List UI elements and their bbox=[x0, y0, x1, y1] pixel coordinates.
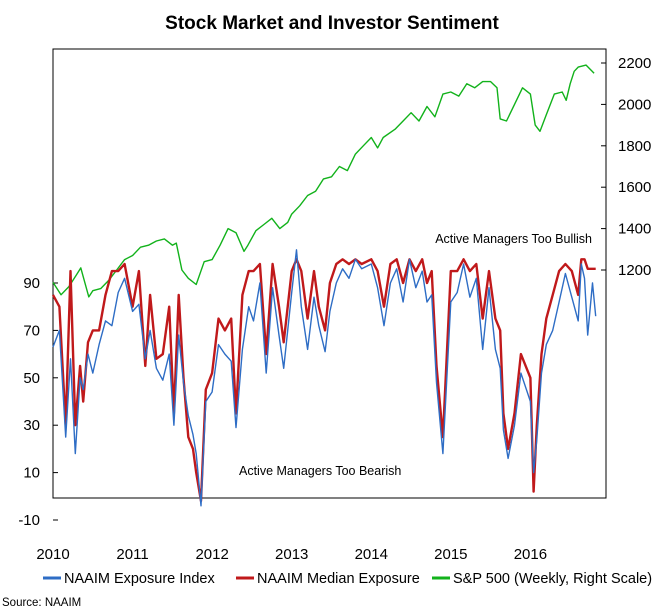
left-axis-ticks: 90 70 50 30 10 -10 bbox=[18, 275, 58, 529]
right-axis-ticks: 2200 2000 1800 1600 1400 1200 bbox=[601, 55, 651, 279]
x-tick-label: 2015 bbox=[434, 546, 467, 563]
series-line-sp500 bbox=[52, 64, 595, 298]
x-tick-label: 2013 bbox=[275, 546, 308, 563]
plot-area bbox=[52, 48, 607, 499]
x-tick-label: 2011 bbox=[116, 546, 148, 563]
right-tick-label: 1200 bbox=[618, 262, 651, 279]
legend-item-exposure-index: NAAIM Exposure Index bbox=[43, 571, 215, 587]
right-tick-label: 2000 bbox=[618, 96, 651, 113]
legend-item-sp500: S&P 500 (Weekly, Right Scale) bbox=[432, 571, 652, 587]
left-tick-label: 70 bbox=[23, 322, 40, 339]
chart-title: Stock Market and Investor Sentiment bbox=[165, 13, 499, 34]
legend-item-median-exposure: NAAIM Median Exposure bbox=[236, 571, 420, 587]
legend-label: NAAIM Median Exposure bbox=[257, 571, 420, 587]
left-tick-label: 10 bbox=[23, 465, 40, 482]
annotation-bearish: Active Managers Too Bearish bbox=[239, 464, 401, 478]
left-tick-label: 30 bbox=[23, 417, 40, 434]
x-tick-label: 2010 bbox=[36, 546, 69, 563]
left-tick-label: 50 bbox=[23, 370, 40, 387]
x-axis-ticks: 2010 2011 2012 2013 2014 2015 2016 bbox=[36, 546, 547, 563]
annotation-bullish: Active Managers Too Bullish bbox=[435, 232, 592, 246]
left-tick-label: 90 bbox=[23, 275, 40, 292]
x-tick-label: 2012 bbox=[195, 546, 228, 563]
x-tick-label: 2014 bbox=[355, 546, 388, 563]
right-tick-label: 1400 bbox=[618, 221, 651, 238]
x-tick-label: 2016 bbox=[514, 546, 547, 563]
right-tick-label: 2200 bbox=[618, 55, 651, 72]
right-tick-label: 1800 bbox=[618, 138, 651, 155]
series-layer bbox=[51, 64, 597, 507]
source-note: Source: NAAIM bbox=[2, 597, 81, 609]
right-tick-label: 1600 bbox=[618, 179, 651, 196]
left-tick-label: -10 bbox=[18, 512, 40, 529]
legend-label: NAAIM Exposure Index bbox=[64, 571, 215, 587]
legend: NAAIM Exposure Index NAAIM Median Exposur… bbox=[43, 571, 652, 587]
legend-label: S&P 500 (Weekly, Right Scale) bbox=[453, 571, 652, 587]
series-line-exposure-index bbox=[52, 249, 597, 507]
